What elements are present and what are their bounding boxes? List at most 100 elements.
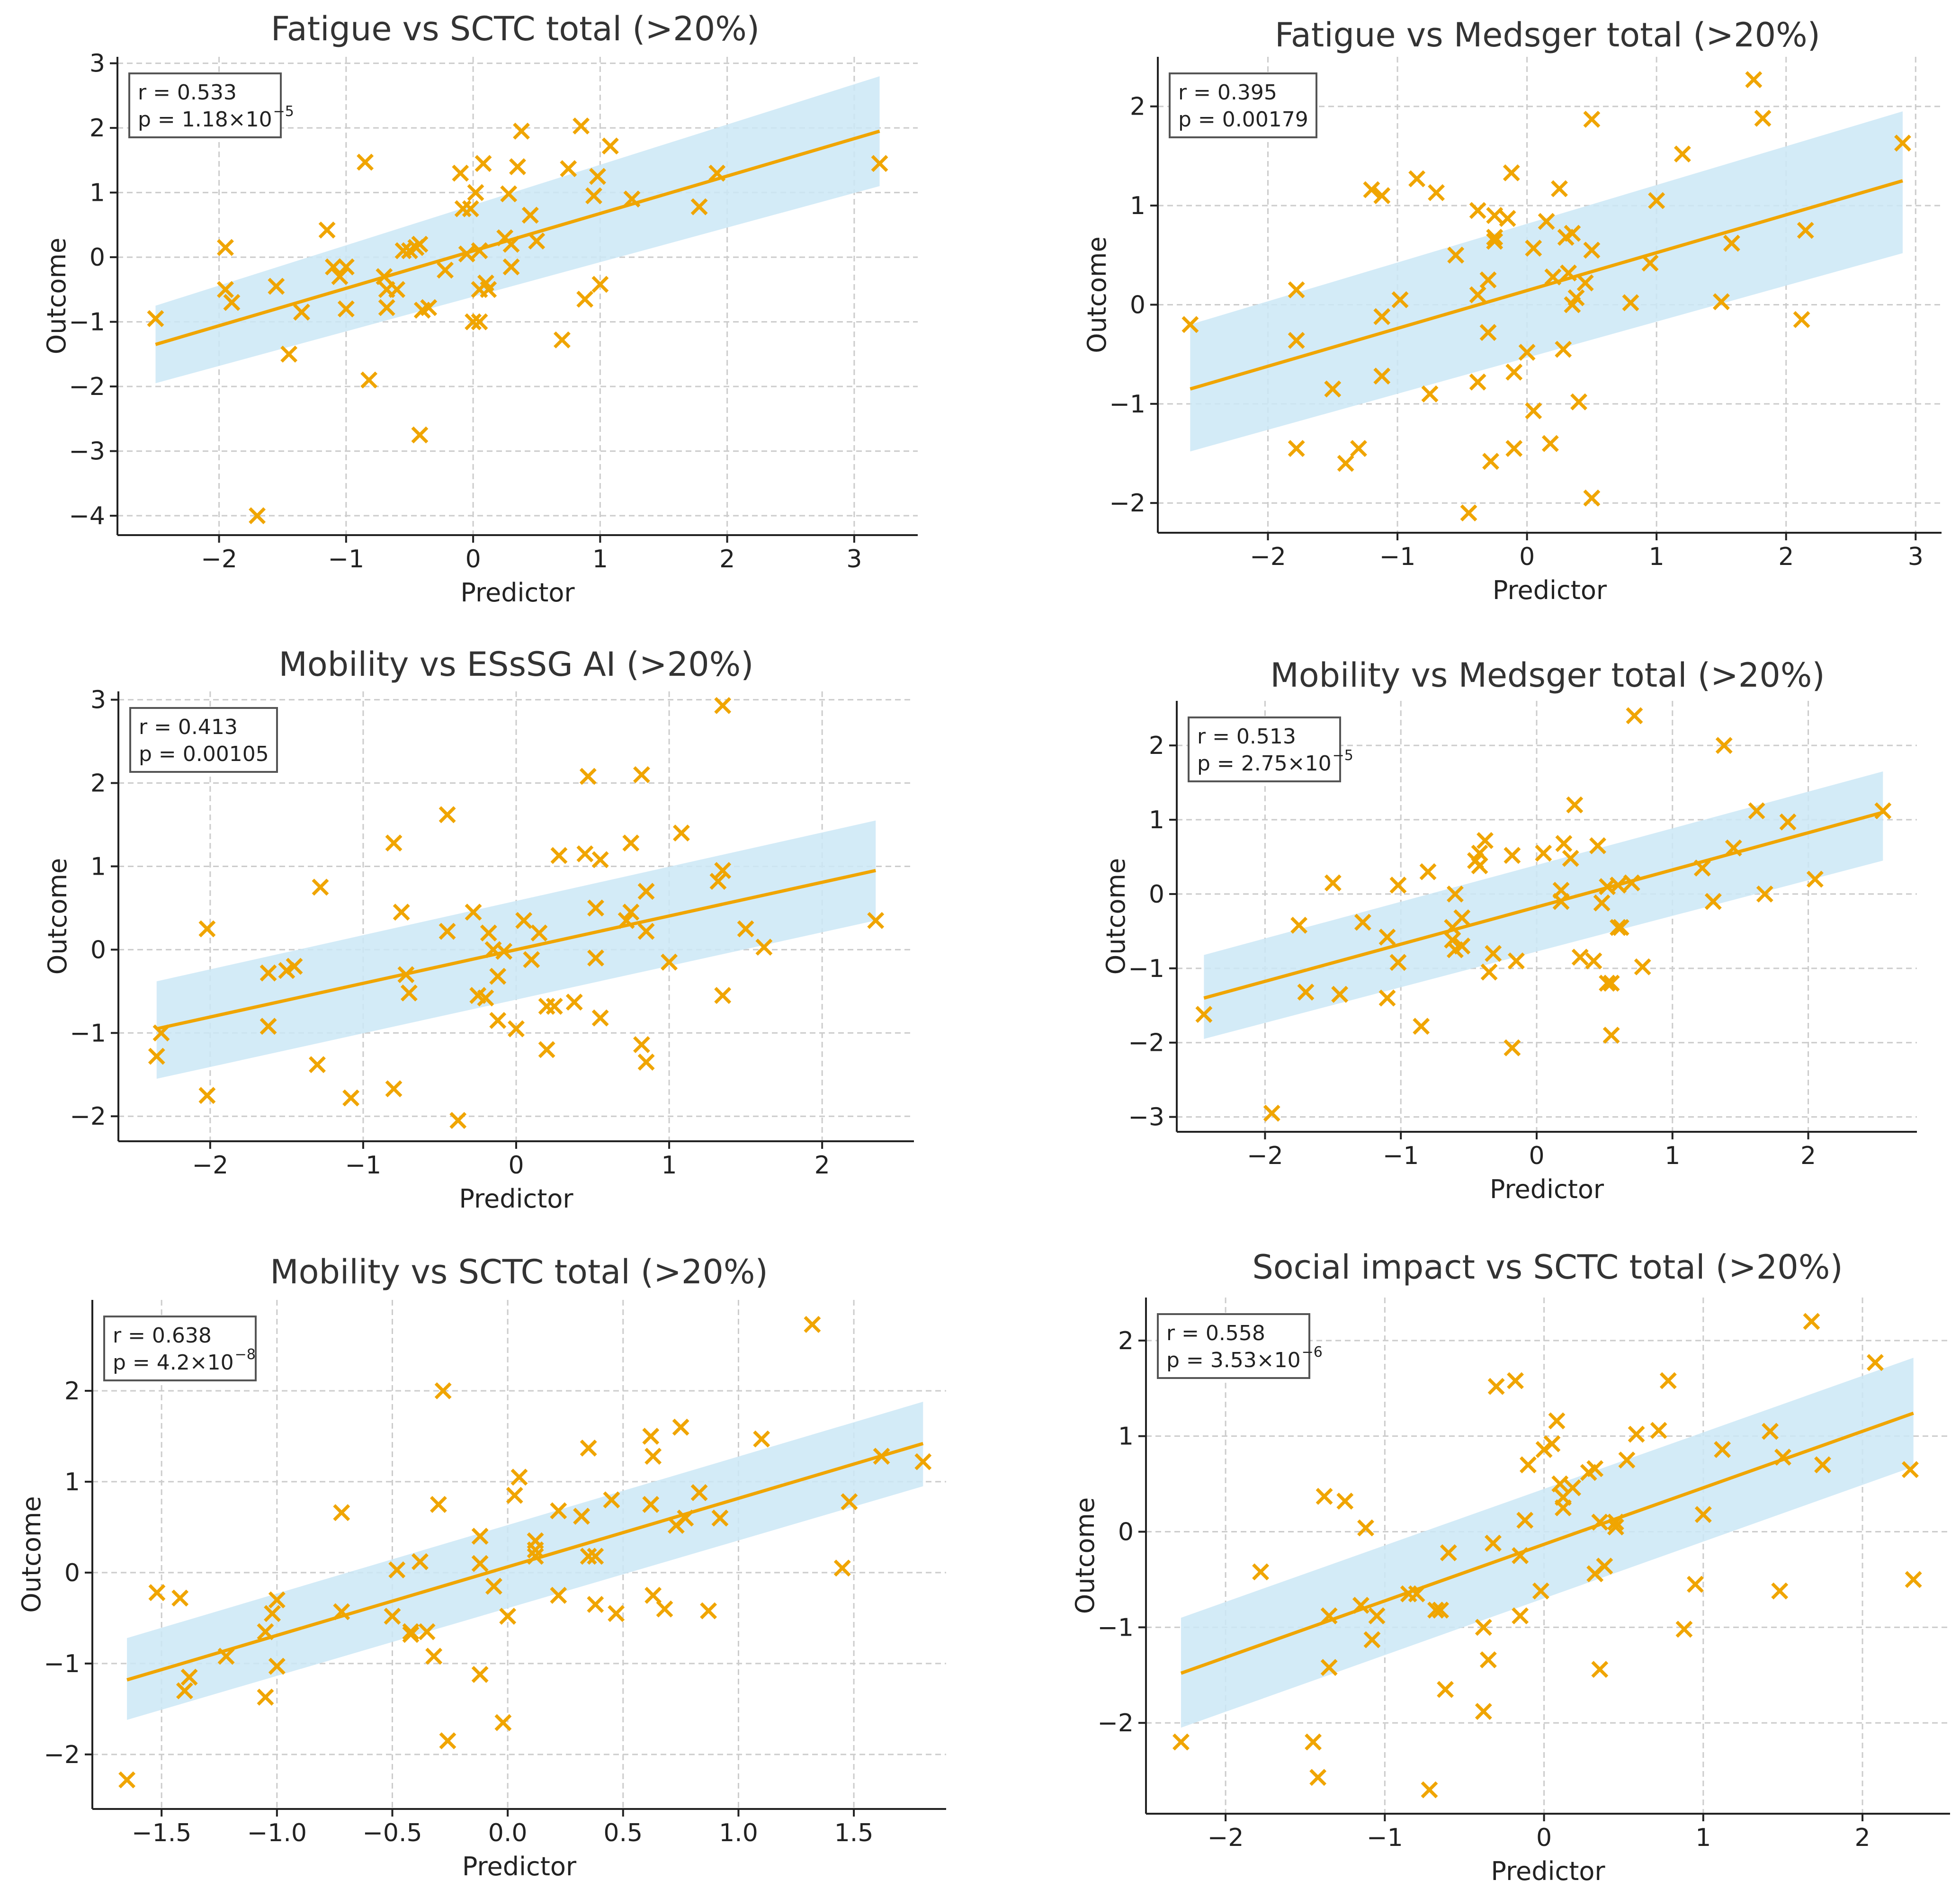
data-point [1354, 913, 1371, 931]
data-point [1567, 289, 1585, 306]
data-point [1477, 832, 1494, 849]
data-point [1570, 393, 1587, 411]
data-point [217, 1647, 235, 1665]
data-point [587, 1596, 604, 1613]
data-point [644, 1448, 662, 1465]
stats-p: p = 2.75×10 [1197, 752, 1332, 776]
x-tick-label: −1 [1383, 1142, 1419, 1170]
data-point [587, 1548, 604, 1565]
stats-p-exponent: −6 [1302, 1344, 1323, 1361]
data-point [587, 949, 604, 967]
data-point [580, 1439, 597, 1457]
data-point [1704, 893, 1722, 910]
data-point [690, 198, 708, 215]
data-point [1421, 1781, 1438, 1799]
data-point [1552, 893, 1570, 910]
data-point [546, 998, 563, 1015]
data-point [1714, 1441, 1731, 1458]
data-point [1576, 274, 1594, 292]
y-tick-label: −1 [1128, 955, 1164, 983]
y-tick-label: −1 [44, 1650, 80, 1678]
y-tick-label: 1 [1118, 1423, 1134, 1451]
data-point [318, 221, 336, 239]
y-tick-label: 2 [89, 114, 105, 143]
data-point [1427, 1602, 1444, 1619]
data-point [1748, 802, 1765, 820]
data-point [1373, 308, 1391, 325]
data-point [1551, 1475, 1569, 1493]
data-point [637, 1053, 655, 1071]
data-point [623, 190, 641, 208]
data-point [642, 1495, 660, 1513]
data-point [1505, 363, 1523, 381]
data-point [480, 281, 497, 298]
data-point [480, 924, 497, 942]
data-point [608, 1605, 625, 1622]
x-tick-label: 0.0 [488, 1819, 528, 1847]
data-point [1336, 1492, 1354, 1510]
stats-box [1188, 716, 1341, 782]
data-point [1195, 1006, 1213, 1023]
x-tick-label: −0.5 [362, 1819, 422, 1847]
y-tick-label: −3 [1128, 1103, 1164, 1132]
stats-r: r = 0.558 [1166, 1321, 1265, 1345]
x-axis-label: Predictor [459, 1184, 573, 1214]
data-point [1562, 850, 1579, 867]
data-point [1602, 975, 1620, 992]
data-point [656, 1600, 673, 1618]
data-point [1432, 1602, 1449, 1619]
y-tick-label: 2 [1149, 732, 1164, 760]
data-point [1814, 1456, 1831, 1474]
data-point [1479, 271, 1497, 289]
x-tick-label: 1 [1665, 1142, 1680, 1170]
data-point [1504, 1039, 1521, 1056]
stats-p: p = 4.2×10 [113, 1351, 234, 1375]
data-point [1571, 949, 1589, 966]
data-point [1874, 802, 1892, 820]
data-point [462, 200, 479, 217]
data-point [509, 158, 526, 175]
y-tick-label: −4 [69, 502, 105, 530]
data-point [585, 187, 602, 205]
stats-r: r = 0.513 [1197, 725, 1296, 749]
data-point [601, 137, 619, 155]
data-point [1288, 331, 1305, 349]
data-point [439, 1732, 456, 1749]
data-point [425, 1647, 443, 1665]
data-point [1544, 268, 1562, 286]
data-point [1596, 1558, 1613, 1575]
data-point [576, 290, 594, 308]
data-point [1357, 1519, 1374, 1537]
data-point [1486, 207, 1504, 224]
data-point [1687, 1576, 1704, 1593]
data-point [1754, 109, 1772, 127]
data-point [1485, 1534, 1502, 1552]
stats-r: r = 0.638 [113, 1324, 212, 1348]
confidence-band [155, 76, 880, 384]
data-point [603, 1491, 620, 1509]
data-point [589, 168, 606, 185]
data-point [1309, 1769, 1327, 1786]
data-point [1535, 844, 1552, 862]
data-point [458, 245, 475, 263]
data-point [1599, 975, 1616, 992]
data-point [1316, 1487, 1333, 1505]
chart-title: Mobility vs SCTC total (>20%) [270, 1253, 768, 1291]
data-point [1774, 1449, 1791, 1466]
data-point [499, 1608, 517, 1625]
data-point [637, 922, 655, 940]
data-point [1583, 242, 1601, 259]
data-point [1518, 343, 1536, 361]
data-point [286, 958, 303, 975]
data-point [1408, 170, 1426, 188]
data-point [622, 834, 640, 852]
stats-box [103, 1316, 257, 1381]
data-point [1548, 1412, 1566, 1430]
x-axis-label: Predictor [1491, 1856, 1605, 1886]
data-point [1585, 952, 1602, 970]
data-point [465, 904, 482, 921]
data-point [388, 281, 406, 298]
y-tick-label: −2 [69, 373, 105, 401]
data-point [1505, 440, 1523, 457]
data-point [1479, 1651, 1497, 1668]
